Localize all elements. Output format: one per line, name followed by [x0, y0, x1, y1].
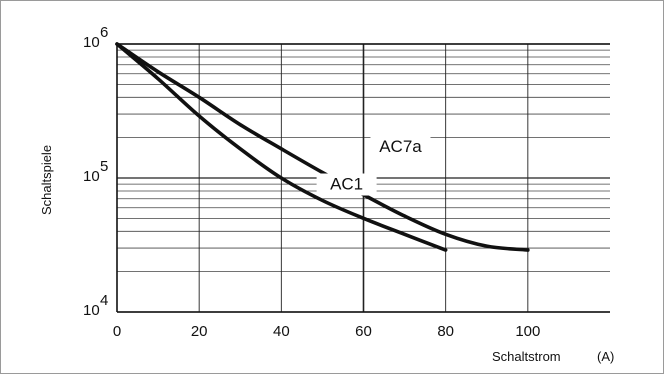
x-tick-label: 80: [437, 323, 454, 340]
x-axis-unit: (A): [597, 349, 614, 364]
series-line-ac1: [115, 42, 448, 252]
y-axis-label: Schaltspiele: [39, 145, 54, 215]
x-tick-label: 100: [515, 323, 540, 340]
x-tick-label: 0: [113, 323, 121, 340]
series-label-ac1: AC1: [330, 175, 363, 194]
x-tick-label: 60: [355, 323, 372, 340]
series-group: AC7a AC1: [115, 42, 530, 252]
x-tick-label: 40: [273, 323, 290, 340]
y-tick-exponent: 6: [100, 24, 108, 41]
y-tick-exponent: 4: [100, 292, 108, 309]
y-tick-exponent: 5: [100, 158, 108, 175]
y-tick-label: 10: [83, 34, 100, 51]
series-label-background: [370, 136, 431, 158]
y-tick-label: 10: [83, 302, 100, 319]
series-line-ac7a: [115, 42, 530, 252]
x-tick-label: 20: [191, 323, 208, 340]
x-axis-label: Schaltstrom: [492, 349, 561, 364]
series-label-background: [316, 173, 377, 196]
series-label-ac7a: AC7a: [379, 137, 422, 156]
y-tick-label: 10: [83, 168, 100, 185]
